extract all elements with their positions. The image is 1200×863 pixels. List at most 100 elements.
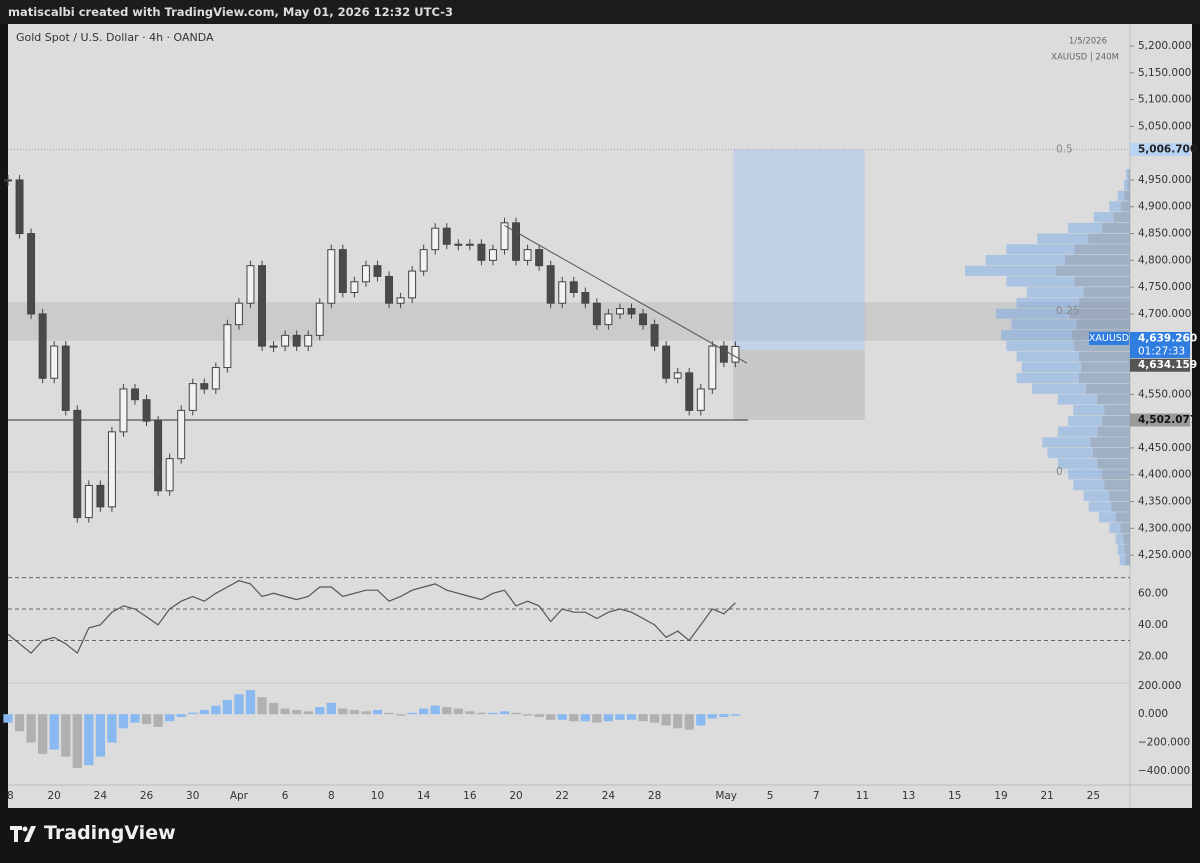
x-tick-label: 10 xyxy=(371,790,384,802)
volume-profile-bar xyxy=(1021,362,1130,373)
macd-bar xyxy=(326,702,336,715)
candle xyxy=(696,388,705,411)
macd-bar xyxy=(268,702,279,715)
volume-profile-core xyxy=(1124,544,1130,555)
macd-bar xyxy=(141,714,152,725)
fib-label: 0 xyxy=(1056,466,1063,478)
position-stop xyxy=(733,349,865,421)
x-tick-label: 19 xyxy=(994,790,1007,802)
volume-profile-bar xyxy=(1057,394,1130,405)
macd-bar xyxy=(522,714,533,716)
macd-bar xyxy=(384,712,394,715)
volume-profile-bar xyxy=(1073,405,1130,416)
candle xyxy=(385,275,393,304)
frame-right xyxy=(1192,24,1200,808)
macd-bar xyxy=(257,697,267,715)
volume-profile-bar xyxy=(1001,330,1130,341)
volume-profile-core xyxy=(1127,179,1130,191)
y-tick-label: 60.00 xyxy=(1138,587,1168,599)
y-tick-label: 40.00 xyxy=(1138,619,1168,631)
volume-profile-bar xyxy=(1119,555,1130,566)
volume-profile-core xyxy=(1074,276,1130,287)
volume-profile-bar xyxy=(1109,201,1130,212)
volume-profile-core xyxy=(1092,447,1130,459)
price-label-box xyxy=(1130,331,1190,358)
x-tick-label: 15 xyxy=(948,790,961,802)
volume-profile-core xyxy=(1120,522,1130,534)
volume-profile-core xyxy=(1078,297,1130,309)
volume-profile-core xyxy=(1088,233,1130,244)
y-tick-label: 4,550.000 xyxy=(1138,388,1191,400)
volume-profile-bar xyxy=(1016,297,1130,309)
y-tick-label: −400.000 xyxy=(1138,765,1190,777)
date-note: 1/5/2026 xyxy=(1069,37,1107,47)
volume-profile-bar xyxy=(1026,287,1130,298)
candle xyxy=(639,313,648,326)
macd-bar xyxy=(453,708,463,715)
x-tick-label: 24 xyxy=(602,790,616,802)
volume-profile-bar xyxy=(985,254,1130,266)
volume-profile-bar xyxy=(1073,480,1130,491)
candle xyxy=(708,345,717,390)
chart: Gold Spot / U.S. Dollar · 4h · OANDA 1/5… xyxy=(0,24,1200,808)
x-tick-label: 8 xyxy=(328,790,335,802)
candle xyxy=(131,388,139,401)
macd-bar xyxy=(234,694,244,715)
footer: TradingView xyxy=(0,808,1200,863)
macd-bar xyxy=(395,714,406,716)
macd-bar xyxy=(476,712,487,715)
price-label: 4,634.159 xyxy=(1138,359,1197,371)
volume-profile-core xyxy=(1055,265,1130,276)
candle xyxy=(223,324,232,369)
candle xyxy=(84,484,93,519)
fib-label: 0.25 xyxy=(1056,305,1079,317)
macd-bar xyxy=(684,714,694,730)
macd-bar xyxy=(661,714,671,726)
macd-bar xyxy=(153,714,163,727)
candle xyxy=(662,345,671,379)
y-tick-label: 4,800.000 xyxy=(1138,254,1191,266)
x-tick-label: 26 xyxy=(140,790,154,802)
candle xyxy=(327,249,336,304)
macd-bar xyxy=(3,714,13,723)
rsi-line xyxy=(7,580,736,655)
symbol-label-box xyxy=(1089,331,1129,345)
macd-bar xyxy=(615,714,625,720)
candle xyxy=(477,243,486,261)
candle xyxy=(558,281,567,304)
candle xyxy=(419,249,428,272)
candle xyxy=(50,345,59,379)
volume-profile-bar xyxy=(1117,544,1130,555)
macd-bar xyxy=(580,714,590,722)
macd-bar xyxy=(38,714,48,754)
macd-bar xyxy=(419,708,429,715)
macd-bar xyxy=(26,714,36,743)
candle xyxy=(465,243,474,246)
x-tick-label: 14 xyxy=(417,790,431,802)
price-label-box xyxy=(1130,413,1190,427)
candle xyxy=(96,484,105,508)
macd-bar xyxy=(84,714,94,766)
volume-profile-bar xyxy=(1099,512,1130,523)
candle xyxy=(165,458,174,492)
macd-bar xyxy=(407,712,417,715)
macd-bar xyxy=(719,714,729,717)
macd-bar xyxy=(730,714,741,716)
macd-bar xyxy=(696,714,706,726)
macd-bar xyxy=(292,709,302,715)
volume-profile-bar xyxy=(1032,383,1130,394)
candle xyxy=(431,227,440,251)
macd-bar xyxy=(372,709,383,715)
macd-bar xyxy=(107,714,117,743)
macd-bar xyxy=(14,714,25,732)
volume-profile-bar xyxy=(1088,501,1130,512)
candle xyxy=(38,313,47,379)
macd-bar xyxy=(488,712,498,715)
volume-profile-core xyxy=(1085,383,1130,394)
volume-profile-bar xyxy=(1093,212,1130,223)
volume-profile-bar xyxy=(1057,458,1130,469)
x-tick-label: 8 xyxy=(7,790,14,802)
brand-logo xyxy=(10,826,36,842)
macd-bar xyxy=(95,714,105,757)
candle xyxy=(396,297,405,304)
